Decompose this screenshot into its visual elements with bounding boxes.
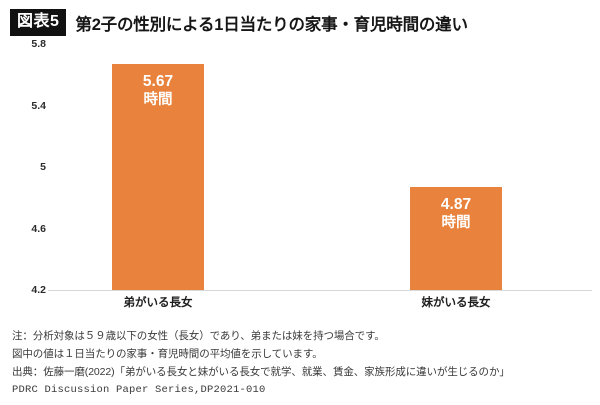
- category-label-1: 妹がいる長女: [421, 297, 491, 309]
- figure-number-badge: 図表5: [10, 9, 67, 36]
- bar-slot: 5.67 時間: [60, 44, 256, 290]
- note-line: 注：分析対象は５９歳以下の女性（長女）であり、弟または妹を持つ場合です。: [12, 330, 385, 342]
- bar-slot: 4.87 時間: [358, 44, 554, 290]
- bar-value-unit: 時間: [441, 214, 471, 231]
- y-tick-label: 5.4: [31, 99, 46, 112]
- y-tick-label: 4.6: [31, 222, 46, 235]
- note-line: 図中の値は１日当たりの家事・育児時間の平均値を示しています。: [12, 348, 323, 361]
- category-label-0: 弟がいる長女: [123, 297, 193, 309]
- y-axis: 5.8 5.4 5 4.6 4.2: [0, 38, 46, 296]
- bar-value: 5.67: [142, 73, 174, 90]
- y-tick-label: 5: [40, 161, 46, 173]
- bar-value-unit: 時間: [143, 91, 173, 108]
- x-axis-line: [48, 290, 592, 291]
- bar-value: 4.87: [440, 196, 472, 213]
- y-tick-label: 4.2: [31, 284, 46, 296]
- y-tick-label: 5.8: [31, 38, 46, 50]
- source-reference: PDRC Discussion Paper Series,DP2021-010: [12, 384, 266, 397]
- bar-value-label: 5.67 時間: [112, 73, 204, 110]
- bar-series-1[interactable]: 4.87 時間: [410, 187, 502, 290]
- bar-value-label: 4.87 時間: [410, 196, 502, 233]
- plot-area: 5.67 時間 4.87 時間: [48, 44, 592, 291]
- bar-chart: 5.8 5.4 5 4.6 4.2 5.67 時間 4.87 時間 弟がいる長女 妹がい…: [0, 38, 600, 316]
- bar-series-0[interactable]: 5.67 時間: [112, 64, 204, 290]
- x-axis-categories: 弟がいる長女 妹がいる長女: [48, 294, 592, 316]
- source-line: 出典：佐藤一磨(2022)「弟がいる長女と妹がいる長女で就学、就業、賃金、家族形…: [12, 366, 510, 379]
- page-title: 第2子の性別による1日当たりの家事・育児時間の違い: [75, 15, 468, 34]
- chart-header: 図表5 第2子の性別による1日当たりの家事・育児時間の違い: [10, 9, 468, 36]
- footnotes: 注：分析対象は５９歳以下の女性（長女）であり、弟または妹を持つ場合です。 図中の…: [12, 327, 598, 399]
